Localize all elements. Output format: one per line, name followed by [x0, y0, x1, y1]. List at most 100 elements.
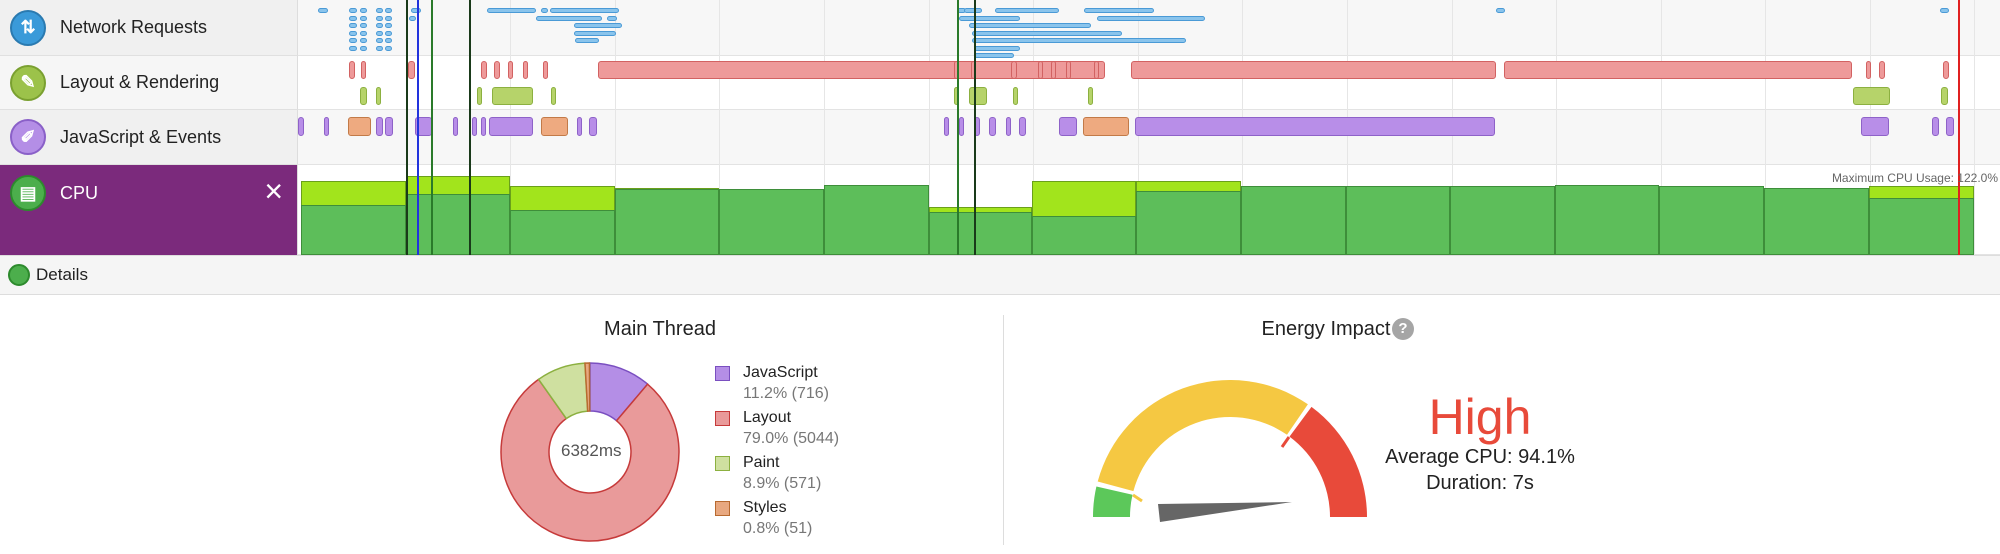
- cpu-main-thread-bar: [405, 193, 511, 255]
- legend-name: JavaScript: [743, 364, 818, 381]
- energy-level: High: [1428, 389, 1532, 445]
- script-event-bar: [1019, 117, 1026, 136]
- legend-swatch: [715, 501, 730, 516]
- donut-slice-styles: [584, 362, 591, 412]
- network-request-bar: [385, 38, 392, 43]
- layout-event-bar: [1131, 61, 1497, 79]
- script-event-bar: [959, 117, 965, 136]
- layout-event-bar: [1094, 61, 1100, 79]
- track-label: Network Requests: [60, 17, 208, 37]
- timeline[interactable]: [298, 0, 2000, 255]
- network-request-bar: [349, 23, 358, 28]
- network-request-bar: [385, 15, 392, 21]
- network-request-bar: [349, 45, 358, 51]
- network-request-bar: [376, 8, 383, 13]
- cpu-main-thread-bar: [719, 188, 824, 255]
- network-request-bar: [376, 23, 383, 28]
- network-request-bar: [540, 8, 549, 13]
- network-request-bar: [385, 45, 392, 51]
- network-request-bar: [573, 30, 617, 36]
- grid-line: [1974, 0, 1976, 255]
- donut-slice-layout: [500, 378, 680, 542]
- network-request-bar: [359, 30, 368, 36]
- layout-event-bar: [1878, 61, 1886, 79]
- track-javascript-events[interactable]: ✐ JavaScript & Events: [0, 110, 298, 165]
- layout-event-bar: [543, 61, 549, 79]
- grid-line: [928, 0, 930, 255]
- cpu-main-thread-bar: [1554, 184, 1660, 255]
- legend-name: Paint: [743, 454, 780, 471]
- script-event-bar: [589, 117, 597, 136]
- cpu-chip-icon: ▤: [10, 175, 46, 211]
- network-request-bar: [1096, 15, 1206, 21]
- help-button[interactable]: ?: [1392, 318, 1414, 340]
- gauge-low-segment: [1092, 486, 1133, 517]
- script-event-bar: [480, 117, 486, 136]
- network-request-bar: [969, 23, 1091, 28]
- script-event-bar: [298, 117, 304, 136]
- timeline-marker-line: [417, 0, 420, 255]
- timeline-marker-line: [405, 0, 408, 255]
- paint-event-bar: [376, 87, 382, 105]
- network-request-bar: [359, 38, 368, 43]
- script-event-bar: [943, 117, 949, 136]
- track-label: JavaScript & Events: [60, 126, 222, 147]
- track-layout-rendering[interactable]: ✎ Layout & Rendering: [0, 56, 298, 110]
- network-request-bar: [974, 45, 1021, 51]
- paintbrush-icon: ✎: [10, 64, 46, 101]
- network-request-bar: [575, 38, 600, 43]
- legend-swatch: [715, 411, 730, 426]
- main-thread-total: 6382ms: [561, 441, 622, 460]
- cpu-main-thread-bar: [928, 211, 1032, 255]
- track-label: CPU: [60, 183, 99, 203]
- script-event-bar: [385, 117, 393, 136]
- grid-line: [1033, 0, 1035, 255]
- paint-event-bar: [1941, 87, 1948, 105]
- cpu-main-thread-bar: [1450, 186, 1555, 255]
- network-request-bar: [376, 15, 383, 21]
- network-request-bar: [549, 8, 619, 13]
- grid-line: [1765, 0, 1767, 255]
- energy-impact-title: Energy Impact: [1261, 318, 1391, 340]
- paint-event-bar: [1853, 87, 1891, 105]
- legend-value: 79.0% (5044): [743, 430, 840, 447]
- cpu-main-thread-bar: [1764, 187, 1869, 255]
- cpu-chip-icon: [8, 264, 30, 286]
- cpu-main-thread-bar: [1241, 186, 1346, 255]
- cpu-main-thread-bar: [510, 210, 615, 255]
- cpu-main-thread-bar: [823, 184, 929, 255]
- timeline-marker-line: [974, 0, 977, 255]
- grid-line: [1556, 0, 1558, 255]
- grid-line: [719, 0, 721, 255]
- timeline-marker-line: [431, 0, 434, 255]
- layout-event-bar: [349, 61, 355, 79]
- timeline-marker-line: [1957, 0, 1960, 255]
- network-request-bar: [971, 30, 1123, 36]
- grid-line: [614, 0, 616, 255]
- close-track-button[interactable]: ×: [264, 173, 283, 209]
- network-request-bar: [385, 30, 392, 36]
- styles-event-bar: [1082, 117, 1129, 136]
- timeline-marker-line: [469, 0, 472, 255]
- paint-event-bar: [359, 87, 368, 105]
- network-request-bar: [971, 38, 1187, 43]
- script-event-bar: [576, 117, 582, 136]
- script-event-bar: [1006, 117, 1012, 136]
- timeline-marker-line: [956, 0, 959, 255]
- cpu-main-thread-bar: [1136, 191, 1242, 255]
- network-request-bar: [317, 8, 328, 13]
- script-icon: ✐: [10, 119, 46, 155]
- network-request-bar: [535, 15, 603, 21]
- layout-event-bar: [507, 61, 513, 79]
- legend-swatch: [715, 366, 730, 381]
- details-header[interactable]: Details: [0, 255, 2000, 295]
- cpu-main-thread-bar: [1031, 215, 1137, 255]
- track-cpu[interactable]: ▤ CPU ×: [0, 165, 298, 255]
- track-network-requests[interactable]: ⇅ Network Requests: [0, 0, 298, 56]
- network-request-bar: [607, 15, 618, 21]
- details-label: Details: [36, 265, 88, 284]
- grid-line: [823, 0, 825, 255]
- paint-event-bar: [551, 87, 557, 105]
- script-event-bar: [323, 117, 330, 136]
- network-request-bar: [974, 53, 1015, 58]
